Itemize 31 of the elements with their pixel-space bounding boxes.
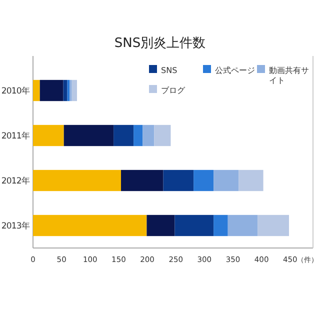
bar xyxy=(228,214,258,236)
bar xyxy=(64,124,114,146)
bar xyxy=(72,80,77,102)
bar xyxy=(121,170,164,192)
y-tick-label: 2013年 xyxy=(1,220,30,232)
bar xyxy=(146,214,175,236)
bar xyxy=(33,124,64,146)
y-tick-label: 2011年 xyxy=(1,130,30,142)
legend-label: 動画共有サイト xyxy=(269,66,309,85)
chart-title: SNS別炎上件数 xyxy=(114,36,206,51)
legend-label: 公式ページ xyxy=(215,66,255,75)
bar xyxy=(238,170,264,192)
legend-label: SNS xyxy=(161,66,178,75)
y-tick-label: 2010年 xyxy=(1,86,30,96)
bar xyxy=(114,124,134,146)
bar xyxy=(194,170,214,192)
bar xyxy=(174,214,214,236)
bar xyxy=(40,80,64,102)
bar xyxy=(258,214,289,236)
bar xyxy=(214,214,228,236)
legend-label: ブログ xyxy=(161,86,186,95)
bar xyxy=(214,170,239,192)
bar xyxy=(63,80,68,102)
bar xyxy=(163,170,194,192)
y-tick-label: 2012年 xyxy=(1,176,30,186)
bar xyxy=(154,124,171,146)
bar xyxy=(142,124,154,146)
bar xyxy=(33,170,121,192)
bar xyxy=(33,80,40,102)
bar xyxy=(134,124,143,146)
bar xyxy=(33,214,147,236)
